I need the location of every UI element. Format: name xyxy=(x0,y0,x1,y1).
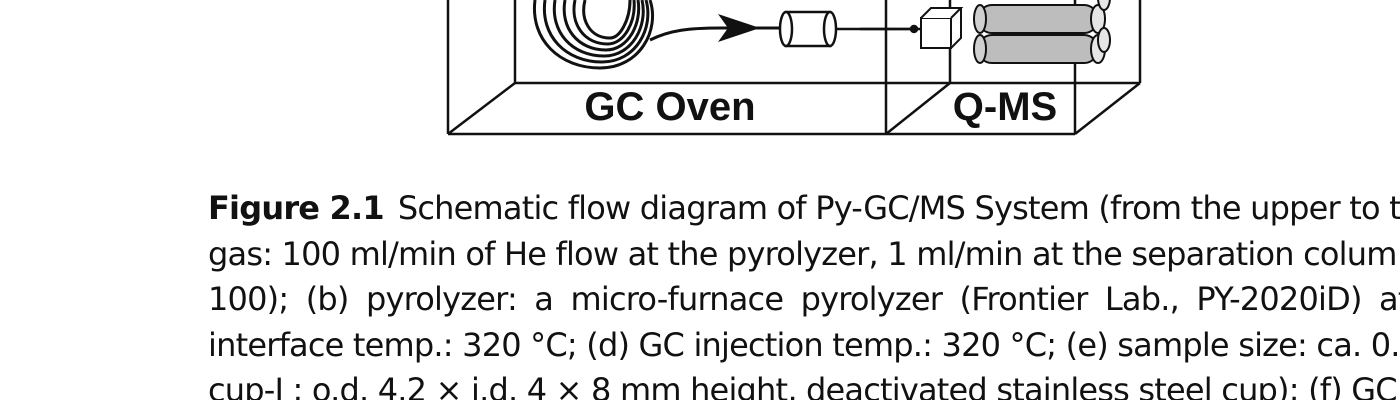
caption-line-1: Figure 2.1 Schematic flow diagram of Py-G… xyxy=(208,186,1400,232)
gc-column-coil xyxy=(532,0,655,70)
flow-line xyxy=(649,26,784,42)
figure-label: Figure 2.1 xyxy=(208,189,385,227)
quadrupole-rods xyxy=(973,0,1111,64)
gc-oven-label: GC Oven xyxy=(584,85,755,129)
figure-caption: Figure 2.1 Schematic flow diagram of Py-G… xyxy=(208,186,1400,400)
ion-source-cube xyxy=(920,7,964,49)
q-ms-label: Q-MS xyxy=(953,85,1057,129)
caption-line-4: interface temp.: 320 °C; (d) GC injectio… xyxy=(208,325,1400,364)
caption-line-5: cup-I ; o.d. 4.2 × i.d. 4 × 8 mm height,… xyxy=(208,371,1400,400)
caption-line-3: 100); (b) pyrolyzer: a micro-furnace pyr… xyxy=(208,280,1400,318)
py-gc-ms-diagram: GC Oven Q-MS xyxy=(446,0,1142,136)
caption-line-2: gas: 100 ml/min of He flow at the pyroly… xyxy=(208,234,1397,273)
caption-text-1: Schematic flow diagram of Py-GC/MS Syste… xyxy=(397,189,1400,227)
flow-arrow-icon xyxy=(718,14,760,42)
